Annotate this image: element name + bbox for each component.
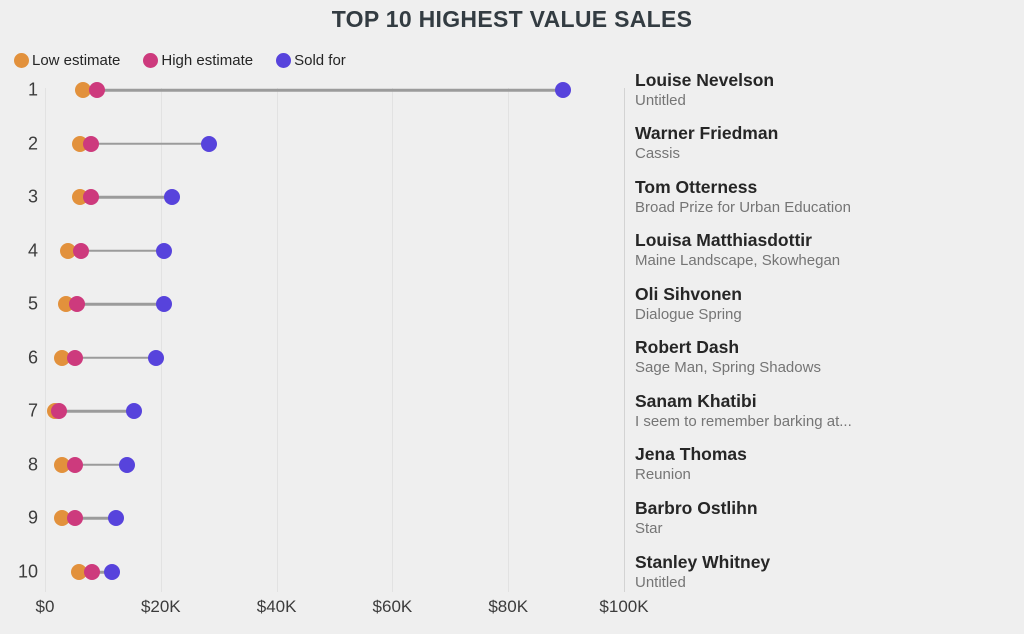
sold-for-dot (118, 456, 135, 473)
legend-item-high: High estimate (143, 52, 253, 69)
high-estimate-dot (83, 564, 100, 581)
chart-title: TOP 10 HIGHEST VALUE SALES (331, 6, 693, 32)
x-axis-tick-label: $60K (372, 597, 413, 616)
connector-line (65, 302, 164, 306)
connector-line (62, 463, 127, 467)
rank-label: 1 (27, 79, 38, 100)
high-estimate-dot (72, 242, 89, 259)
rank-label: 3 (27, 186, 38, 207)
connector-line (68, 249, 164, 252)
artist-name: Jena Thomas (635, 444, 747, 465)
rank-label: 10 (17, 561, 38, 582)
low-estimate-dot (54, 349, 71, 366)
artist-name: Tom Otterness (635, 176, 758, 197)
low-estimate-dot (60, 242, 77, 259)
high-estimate-dot (66, 349, 83, 366)
x-axis-tick-label: $80K (488, 597, 529, 616)
high-estimate-dot (50, 403, 67, 420)
artwork-title: Reunion (635, 466, 691, 484)
sold-for-dot (163, 189, 180, 206)
legend-item-sold: Sold for (276, 52, 346, 69)
high-legend-dot-icon (143, 53, 159, 68)
artist-list-item: Warner Friedman Cassis (635, 123, 1015, 164)
sold-legend-dot-icon (276, 53, 292, 68)
low-estimate-dot (71, 564, 88, 581)
connector-line (79, 195, 172, 199)
low-estimate-dot (54, 510, 71, 527)
x-axis-tick-label: $100K (599, 597, 649, 616)
sold-for-dot (200, 135, 217, 152)
x-axis-tick-label: $0 (35, 597, 55, 616)
legend: Low estimate High estimate Sold for (14, 52, 346, 69)
connector-line (79, 142, 209, 145)
artist-name: Barbro Ostlihn (635, 497, 758, 518)
low-estimate-dot (74, 82, 91, 98)
artwork-title: Dialogue Spring (635, 305, 742, 323)
x-axis-tick-label: $20K (140, 597, 181, 616)
artwork-title: Maine Landscape, Skowhegan (635, 252, 841, 270)
gridline (45, 88, 46, 592)
artist-list-item: Sanam Khatibi I seem to remember barking … (635, 391, 1015, 432)
artist-list-item: Robert Dash Sage Man, Spring Shadows (635, 337, 1015, 378)
artist-name: Warner Friedman (635, 123, 779, 144)
high-estimate-dot (83, 189, 100, 206)
artwork-title: Untitled (635, 573, 686, 591)
artwork-title: I seem to remember barking at... (635, 412, 852, 430)
artwork-title: Sage Man, Spring Shadows (635, 359, 821, 377)
low-legend-dot-icon (14, 53, 29, 68)
artwork-title: Untitled (635, 91, 686, 109)
artwork-title: Star (635, 519, 663, 537)
connector-line (54, 410, 135, 413)
artist-name: Sanam Khatibi (635, 390, 757, 411)
sold-for-dot (155, 296, 172, 313)
connector-line (82, 88, 564, 92)
high-estimate-dot (66, 510, 83, 527)
rank-label: 8 (27, 454, 38, 475)
artist-name: Louisa Matthiasdottir (635, 230, 812, 251)
artist-list-item: Tom Otterness Broad Prize for Urban Educa… (635, 177, 1015, 218)
rank-label: 9 (27, 507, 38, 528)
legend-label: Low estimate (32, 52, 121, 69)
high-estimate-dot (83, 135, 100, 152)
sold-for-dot (555, 82, 572, 98)
artist-name: Oli Sihvonen (635, 283, 742, 304)
sold-for-dot (126, 403, 143, 420)
artist-name: Robert Dash (635, 337, 740, 358)
rank-label: 4 (27, 240, 38, 261)
connector-line (62, 356, 157, 360)
low-estimate-dot (54, 456, 71, 473)
rank-label: 6 (27, 347, 38, 368)
high-estimate-dot (69, 296, 86, 313)
gridline (624, 88, 625, 592)
artist-list-item: Jena Thomas Reunion (635, 444, 1015, 485)
legend-item-low: Low estimate (14, 52, 120, 69)
connector-line (62, 517, 117, 520)
high-estimate-dot (89, 82, 106, 98)
sold-for-dot (148, 349, 165, 366)
artist-list-item: Oli Sihvonen Dialogue Spring (635, 284, 1015, 325)
sold-for-dot (108, 510, 125, 527)
high-estimate-dot (66, 456, 83, 473)
artist-name: Louise Nevelson (635, 69, 775, 90)
gridline (508, 88, 510, 592)
legend-label: Sold for (294, 52, 346, 69)
artwork-title: Broad Prize for Urban Education (635, 198, 851, 216)
gridline (160, 88, 162, 592)
artist-list-item: Louise Nevelson Untitled (635, 70, 1015, 111)
artist-name: Stanley Whitney (635, 551, 771, 572)
artist-list-item: Barbro Ostlihn Star (635, 498, 1015, 539)
legend-label: High estimate (161, 52, 254, 69)
artist-list-item: Louisa Matthiasdottir Maine Landscape, Sk… (635, 230, 1015, 271)
sold-for-dot (104, 564, 121, 581)
rank-label: 7 (27, 400, 38, 421)
x-axis-tick-label: $40K (256, 597, 297, 616)
rank-label: 2 (27, 133, 38, 154)
artwork-title: Cassis (635, 145, 681, 163)
sold-for-dot (155, 242, 172, 259)
gridline (392, 88, 394, 592)
rank-label: 5 (27, 293, 38, 314)
artist-list-item: Stanley Whitney Untitled (635, 552, 1015, 593)
gridline (276, 88, 278, 592)
